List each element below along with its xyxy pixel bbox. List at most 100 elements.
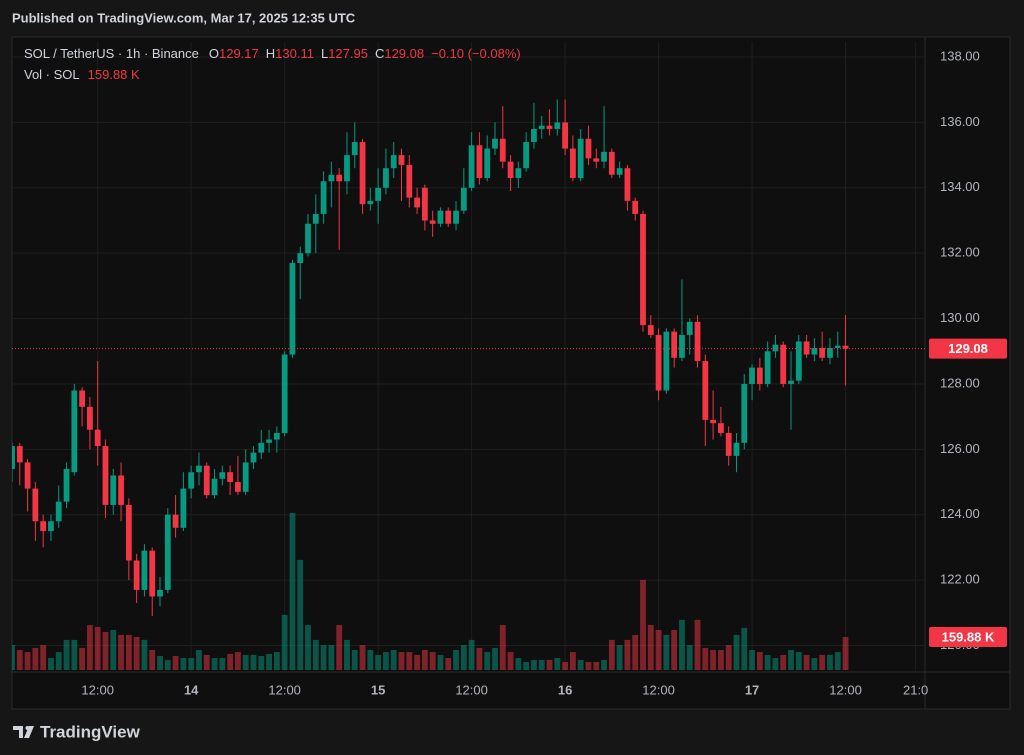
- candle-body: [710, 419, 717, 424]
- footer-brand: TradingView: [40, 722, 141, 741]
- candle-body: [445, 210, 452, 224]
- volume-bar: [71, 639, 78, 670]
- y-tick-label: 134.00: [940, 179, 980, 194]
- candle-body: [788, 380, 794, 384]
- candle-body: [211, 478, 218, 496]
- candle-body: [102, 446, 109, 505]
- volume-bar: [655, 629, 662, 670]
- volume-bar: [48, 658, 54, 670]
- volume-bar: [834, 652, 841, 670]
- candle-body: [305, 223, 311, 254]
- candle-body: [702, 361, 709, 420]
- y-tick-label: 136.00: [940, 114, 980, 129]
- volume-bar: [725, 645, 732, 670]
- candle-body: [180, 488, 187, 528]
- volume-bar: [102, 632, 109, 670]
- x-tick-label: 12:00: [81, 682, 114, 697]
- candle-body: [266, 439, 272, 443]
- candle-body: [383, 168, 389, 188]
- candle-body: [196, 465, 202, 473]
- volume-bar: [94, 626, 101, 670]
- ohlc-key: O: [209, 46, 219, 61]
- volume-bar: [764, 654, 771, 670]
- candle-body: [492, 138, 498, 149]
- volume-bar: [460, 645, 467, 670]
- candle-body: [484, 148, 491, 178]
- candle-body: [344, 155, 350, 182]
- volume-bar: [351, 649, 358, 670]
- volume-bar: [624, 639, 631, 670]
- y-tick-label: 124.00: [940, 506, 980, 521]
- volume-bar: [647, 625, 654, 670]
- volume-legend: Vol · SOL 159.88 K: [24, 67, 140, 82]
- volume-bar: [795, 652, 802, 670]
- volume-bar: [507, 652, 514, 670]
- volume-bar: [312, 639, 319, 670]
- ohlc-value: 127.95: [328, 46, 368, 61]
- candle-body: [749, 367, 755, 384]
- candle-body: [414, 197, 420, 208]
- volume-bar: [79, 647, 86, 670]
- x-tick-label: 12:00: [268, 682, 301, 697]
- candle-body: [429, 220, 436, 224]
- candle-body: [55, 501, 62, 522]
- volume-bar: [710, 649, 717, 670]
- volume-bar: [741, 627, 748, 670]
- volume-bar: [585, 661, 592, 670]
- candle-body: [406, 164, 413, 198]
- candle-body: [531, 128, 537, 143]
- x-tick-label: 12:00: [455, 682, 488, 697]
- candle-body: [297, 253, 304, 263]
- candle-body: [48, 521, 54, 532]
- candle-body: [616, 168, 623, 175]
- volume-bar: [297, 559, 304, 670]
- volume-title: Vol · SOL: [24, 67, 80, 82]
- volume-bar: [24, 652, 31, 670]
- y-tick-label: 122.00: [940, 572, 980, 587]
- last-price-label: 129.08: [948, 341, 988, 356]
- x-tick-label: 14: [184, 682, 199, 697]
- x-tick-label: 12:00: [829, 682, 862, 697]
- volume-bar: [546, 659, 553, 670]
- last-price-badge: [929, 338, 1007, 359]
- change-value: −0.10 (−0.08%): [431, 46, 521, 61]
- candle-body: [242, 462, 249, 492]
- volume-bar: [63, 639, 70, 670]
- volume-bar: [55, 652, 62, 670]
- candle-body: [94, 429, 101, 447]
- candle-body: [16, 446, 23, 463]
- volume-bar: [110, 629, 117, 670]
- candle-body: [663, 331, 670, 391]
- candle-body: [608, 151, 615, 175]
- volume-bar: [733, 634, 740, 670]
- volume-bar: [196, 649, 202, 670]
- volume-bar: [242, 654, 249, 670]
- volume-bar: [320, 645, 327, 670]
- volume-bar: [250, 654, 257, 670]
- volume-bar: [819, 654, 826, 670]
- symbol-legend: SOL / TetherUS · 1h · Binance O129.17 H130…: [24, 46, 521, 61]
- volume-bar: [414, 654, 420, 670]
- candle-body: [499, 138, 506, 162]
- candle-body: [87, 406, 93, 430]
- volume-bar: [632, 634, 639, 670]
- chart-panel: [11, 36, 1011, 710]
- volume-bar: [780, 654, 787, 670]
- x-tick-label: 16: [558, 682, 572, 697]
- candle-body: [351, 142, 358, 156]
- y-tick-label: 132.00: [940, 245, 980, 260]
- volume-bar: [515, 658, 522, 670]
- candle-body: [733, 442, 740, 456]
- candle-body: [679, 334, 685, 358]
- candle-body: [717, 423, 724, 433]
- candle-body: [188, 472, 195, 489]
- candle-body: [811, 347, 818, 355]
- candle-body: [842, 345, 849, 349]
- candle-body: [336, 174, 343, 182]
- volume-bar: [203, 654, 210, 670]
- volume-bar: [756, 652, 763, 670]
- volume-bar: [266, 653, 272, 670]
- volume-bar: [273, 652, 280, 670]
- volume-bar: [445, 658, 452, 670]
